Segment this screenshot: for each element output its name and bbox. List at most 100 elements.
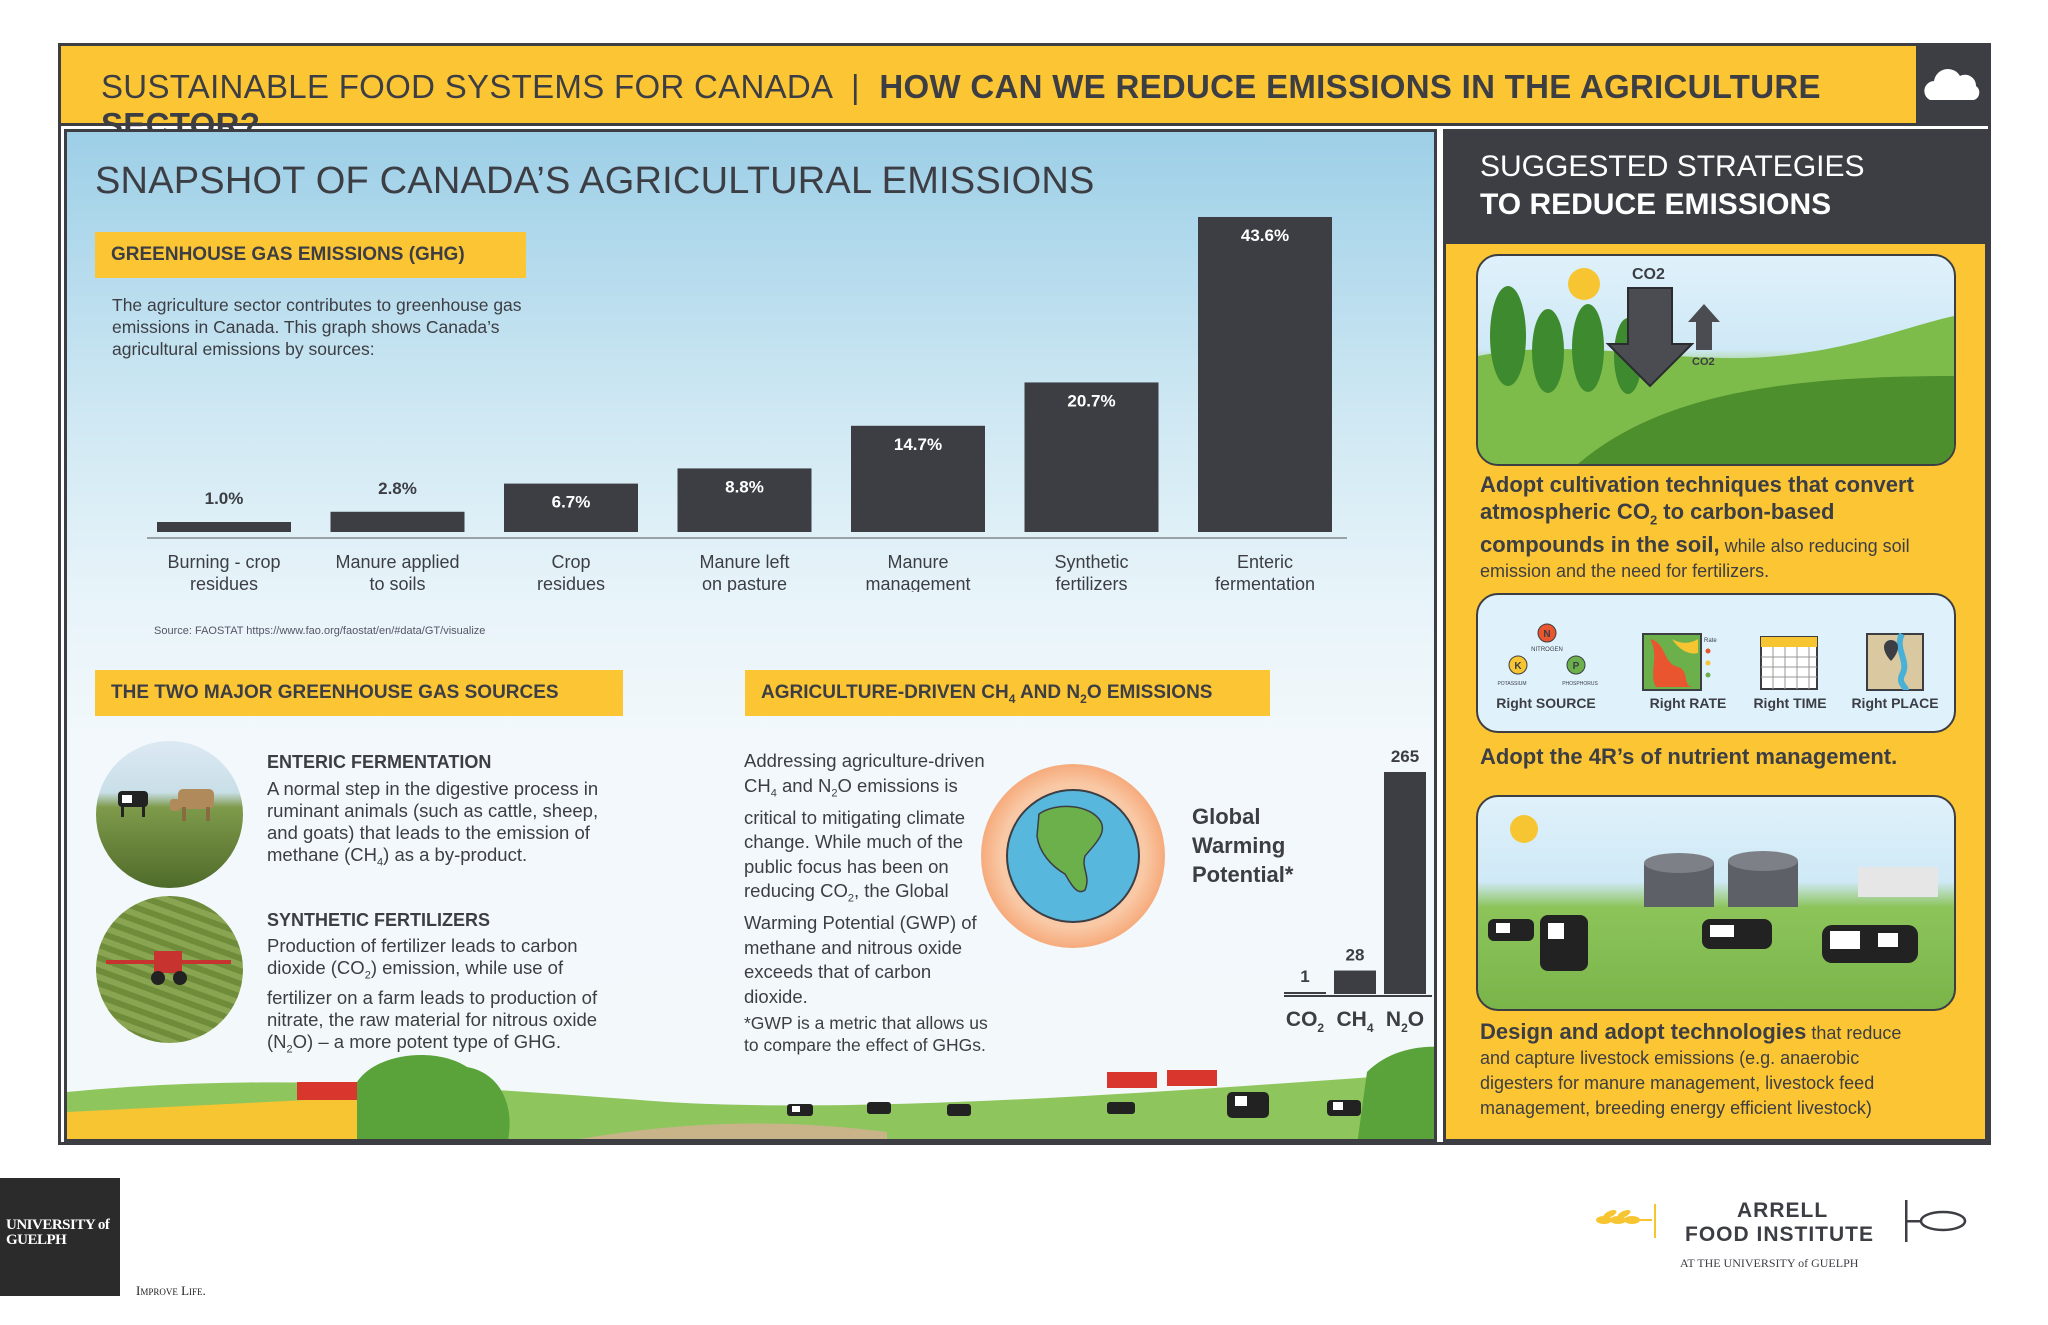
co2-up-label: CO2: [1692, 356, 1715, 368]
emissions-snapshot-panel: SNAPSHOT OF CANADA’S AGRICULTURAL EMISSI…: [64, 129, 1437, 1142]
farm-landscape-illustration: [67, 1046, 1434, 1139]
emission-bar: [1024, 382, 1159, 532]
nutrient-n: N: [1543, 629, 1550, 640]
right-rate-label: Right RATE: [1649, 695, 1727, 711]
right-place-label: Right PLACE: [1851, 695, 1939, 711]
emission-bar: [677, 468, 812, 532]
tractor-photo: [96, 896, 243, 1043]
ug-tagline: Improve Life.: [136, 1283, 206, 1298]
calendar-icon: [1760, 636, 1818, 690]
emission-category-label: Manure applied: [335, 552, 459, 572]
emission-value-label: 8.8%: [725, 477, 764, 496]
snapshot-heading: SNAPSHOT OF CANADA’S AGRICULTURAL EMISSI…: [95, 160, 1095, 202]
nutrient-p: P: [1573, 661, 1580, 672]
right-time-label: Right TIME: [1753, 695, 1827, 711]
ug-logo-text: UNIVERSITY of GUELPH: [6, 1217, 110, 1248]
gwp-title-line: Warming: [1192, 833, 1285, 858]
strategy-technologies-bold: Design and adopt technologies: [1480, 1019, 1807, 1044]
emission-value-label: 2.8%: [378, 479, 417, 498]
strategies-heading-bold: TO REDUCE EMISSIONS: [1480, 188, 1832, 221]
strategy-cultivation-rest: while also reducing soil emission and th…: [1480, 536, 1910, 582]
strategies-panel: SUGGESTED STRATEGIES TO REDUCE EMISSIONS…: [1443, 129, 1988, 1142]
gwp-category-label: CO2: [1286, 1008, 1325, 1035]
gwp-bar: [1284, 992, 1326, 994]
title-separator: |: [851, 68, 860, 105]
gwp-value-label: 265: [1391, 747, 1419, 766]
strategy-technologies-rest: that reduce and capture livestock emissi…: [1480, 1023, 1902, 1118]
gwp-bar: [1384, 772, 1426, 994]
place-map-icon: [1866, 633, 1924, 691]
chart-source: Source: FAOSTAT https://www.fao.org/faos…: [154, 625, 486, 637]
gwp-footnote: *GWP is a metric that allows us to compa…: [744, 1013, 988, 1055]
cloud-icon-box: [1916, 46, 1988, 126]
livestock-illustration: [1476, 795, 1956, 1011]
emission-value-label: 14.7%: [894, 435, 942, 454]
emission-category-label: Burning - crop: [167, 552, 280, 572]
gwp-title-line: Potential*: [1192, 862, 1294, 887]
emission-value-label: 1.0%: [205, 489, 244, 508]
emission-category-label: management: [865, 574, 970, 592]
emission-category-label: to soils: [369, 574, 425, 592]
infographic-frame: SUSTAINABLE FOOD SYSTEMS FOR CANADA | HO…: [58, 43, 1991, 1145]
four-rs-panel: N K P NITROGEN POTASSIUM PHOSPHORUS Rate: [1476, 593, 1956, 733]
globe-icon: [1006, 789, 1140, 923]
emission-bar: [330, 511, 465, 532]
nutrient-k-label: POTASSIUM: [1497, 681, 1526, 687]
emission-category-label: Manure left: [699, 552, 789, 572]
cultivation-illustration: CO2 CO2: [1476, 254, 1956, 466]
nutrient-k: K: [1514, 661, 1522, 672]
co2-down-label: CO2: [1632, 266, 1665, 283]
synthetic-text: Production of fertilizer leads to carbon…: [267, 935, 598, 1056]
gwp-bar: [1334, 970, 1376, 994]
gwp-title-line: Global: [1192, 804, 1260, 829]
strategy-4rs: Adopt the 4R’s of nutrient management.: [1480, 744, 1898, 769]
gwp-bar-chart: Global Warming Potential* 1 CO2 28 CH4 265 N2O: [1192, 747, 1432, 1035]
emission-bar: [1198, 217, 1332, 532]
nutrient-icon: N K P NITROGEN POTASSIUM PHOSPHORUS: [1497, 623, 1598, 687]
synthetic-title: SYNTHETIC FERTILIZERS: [267, 910, 491, 930]
ch4n2o-label: AGRICULTURE-DRIVEN CH4 AND N2O EMISSIONS: [745, 670, 1270, 716]
title-bar: SUSTAINABLE FOOD SYSTEMS FOR CANADA | HO…: [61, 46, 1916, 143]
emission-category-label: residues: [537, 574, 605, 592]
ghg-label: GREENHOUSE GAS EMISSIONS (GHG): [95, 232, 526, 278]
gwp-category-label: N2O: [1386, 1008, 1424, 1035]
arrell-line-2: FOOD INSTITUTE: [1685, 1223, 1874, 1246]
nutrient-n-label: NITROGEN: [1531, 647, 1563, 653]
ch4n2o-text: Addressing agriculture-driven CH4 and N2…: [744, 750, 985, 1007]
nutrient-p-label: PHOSPHORUS: [1562, 681, 1598, 687]
emission-category-label: fertilizers: [1055, 574, 1127, 592]
strategy-technologies: Design and adopt technologies that reduc…: [1480, 1019, 1930, 1121]
emission-category-label: Enteric: [1237, 552, 1293, 572]
wheat-icon: [1596, 1204, 1656, 1238]
emission-bar: [504, 483, 638, 532]
emission-category-label: Synthetic: [1054, 552, 1128, 572]
emission-category-label: residues: [190, 574, 258, 592]
title-bold: HOW CAN WE REDUCE EMISSIONS IN THE AGRIC…: [101, 68, 1821, 143]
emission-bar: [851, 425, 985, 532]
emission-bar: [157, 522, 291, 532]
rate-legend-label: Rate: [1704, 638, 1717, 644]
strategy-cultivation-bold: Adopt cultivation techniques that conver…: [1480, 472, 1914, 558]
ghg-intro: The agriculture sector contributes to gr…: [112, 295, 522, 359]
strategy-cultivation: Adopt cultivation techniques that conver…: [1480, 472, 1950, 584]
emission-category-label: Crop: [551, 552, 590, 572]
cattle-photo: [96, 741, 243, 888]
strategies-heading-light: SUGGESTED STRATEGIES: [1480, 150, 1865, 183]
emissions-bar-chart: 1.0% Burning - crop residues 2.8% Manure app…: [147, 217, 1347, 592]
emission-category-label: on pasture: [702, 574, 787, 592]
emission-value-label: 6.7%: [552, 493, 591, 512]
right-source-label: Right SOURCE: [1496, 695, 1596, 711]
arrell-line-1: ARRELL: [1737, 1199, 1829, 1222]
university-of-guelph-logo: UNIVERSITY of GUELPH: [0, 1178, 120, 1296]
arrell-line-3: AT THE UNIVERSITY of GUELPH: [1680, 1256, 1859, 1270]
enteric-text: A normal step in the digestive process i…: [267, 778, 599, 869]
gwp-value-label: 1: [1300, 967, 1309, 986]
cloud-icon: [1924, 68, 1980, 100]
gwp-category-label: CH4: [1336, 1008, 1373, 1035]
gwp-value-label: 28: [1346, 946, 1365, 965]
strategies-heading: SUGGESTED STRATEGIES TO REDUCE EMISSIONS: [1446, 132, 1985, 244]
fork-icon: [1905, 1200, 1967, 1242]
page-title: SUSTAINABLE FOOD SYSTEMS FOR CANADA | HO…: [101, 68, 1916, 144]
globe-illustration: [981, 764, 1165, 948]
emission-value-label: 20.7%: [1067, 391, 1115, 410]
